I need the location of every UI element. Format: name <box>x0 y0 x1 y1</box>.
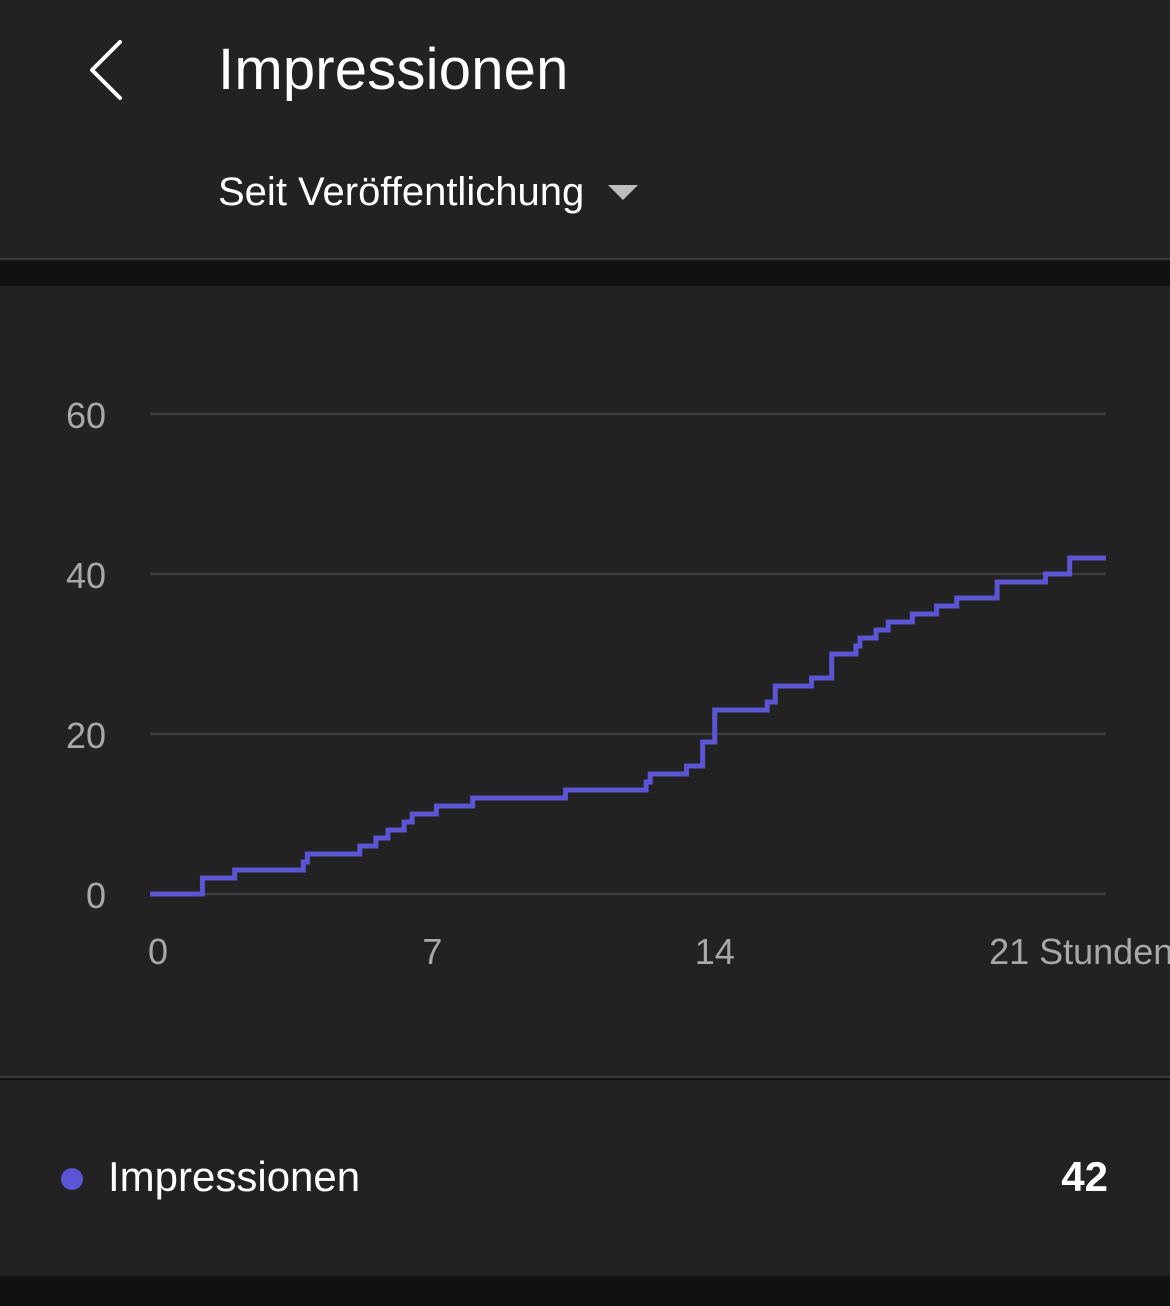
legend-label: Impressionen <box>108 1153 361 1200</box>
app-header: Impressionen Seit Veröffentlichung <box>0 0 1170 260</box>
time-range-label: Seit Veröffentlichung <box>218 169 585 214</box>
back-button[interactable] <box>70 30 150 110</box>
x-tick-label-2: 14 <box>695 931 735 972</box>
series-line-0 <box>150 555 1106 897</box>
chevron-left-icon <box>90 40 122 100</box>
page-title: Impressionen <box>218 37 569 102</box>
time-range-dropdown[interactable]: Seit Veröffentlichung <box>218 162 639 222</box>
y-tick-label-60: 60 <box>66 395 106 436</box>
x-tick-label-0: 0 <box>148 931 168 972</box>
y-tick-label-20: 20 <box>66 715 106 756</box>
impressions-chart: 0 20 40 60 0 7 14 21 Stunden <box>66 395 1170 972</box>
legend-color-dot <box>61 1168 83 1190</box>
x-tick-label-3: 21 Stunden <box>989 931 1170 972</box>
legend-value: 42 <box>1061 1153 1108 1200</box>
y-tick-label-0: 0 <box>86 875 106 916</box>
y-tick-label-40: 40 <box>66 555 106 596</box>
caret-down-icon <box>608 184 639 200</box>
x-tick-label-1: 7 <box>422 931 442 972</box>
legend-row <box>0 1080 1170 1276</box>
chart-panel: 0 20 40 60 0 7 14 21 Stunden <box>0 286 1170 1078</box>
